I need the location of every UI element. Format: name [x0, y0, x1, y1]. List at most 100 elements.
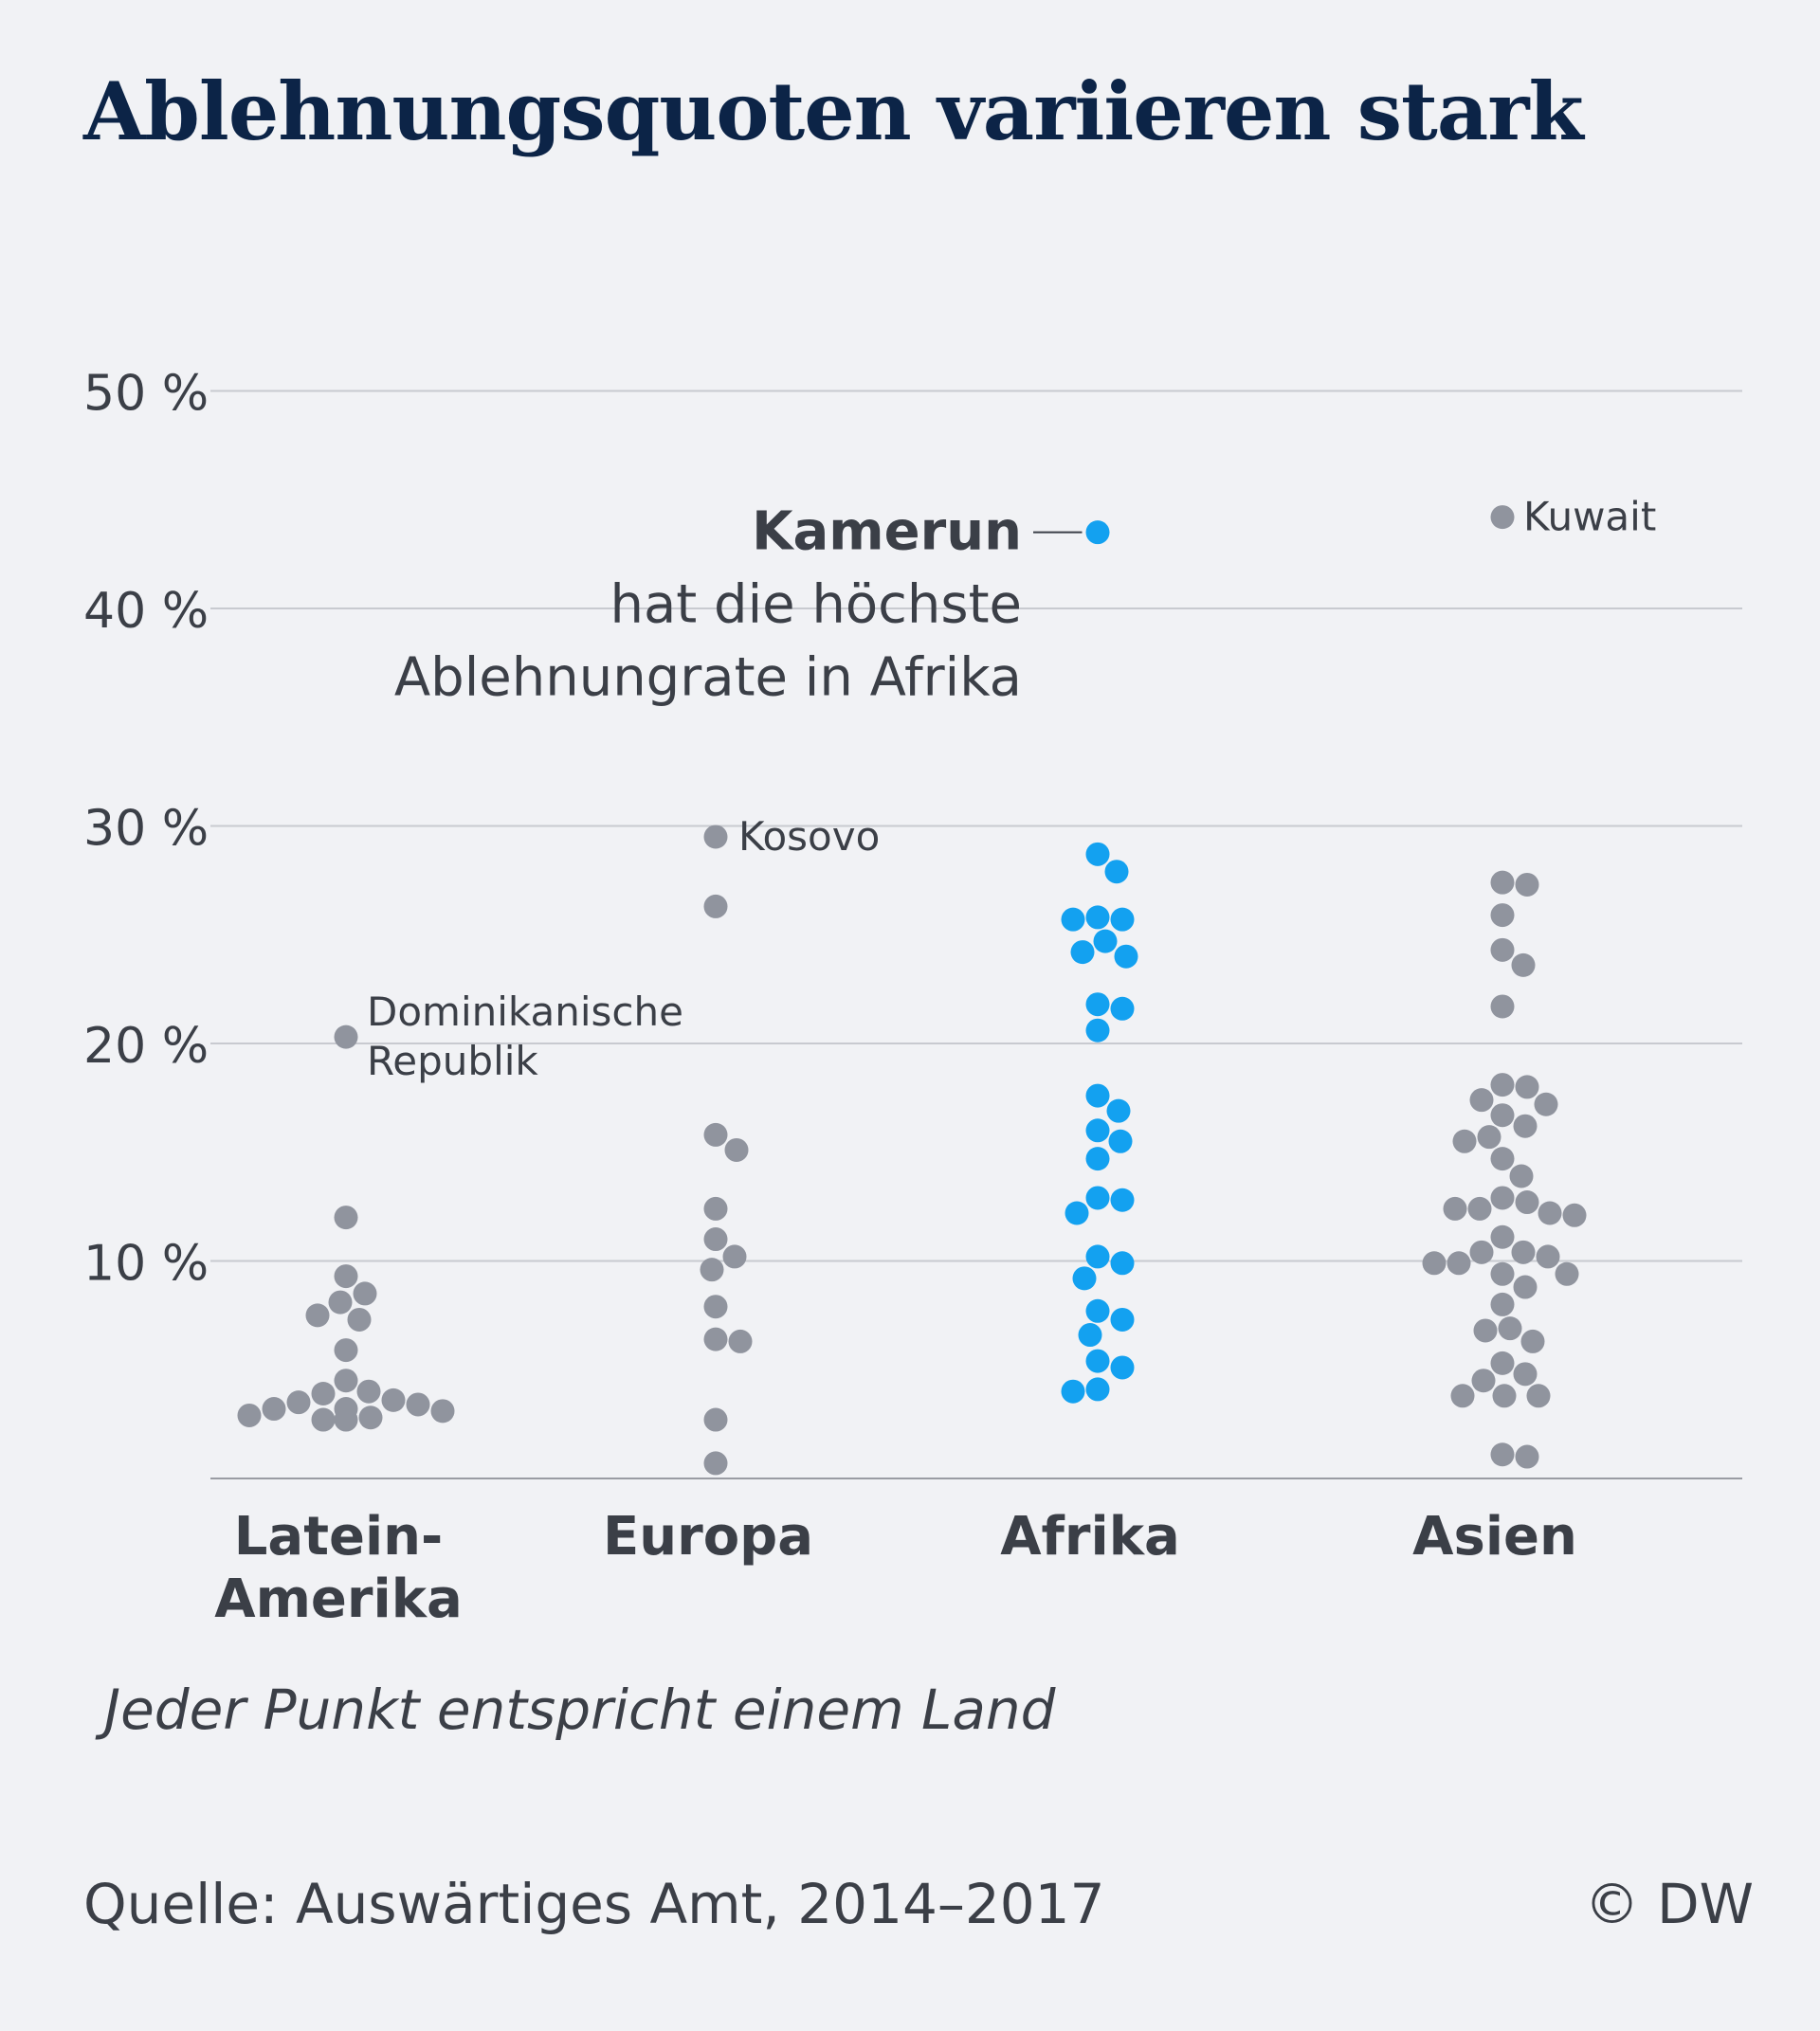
data-point [1085, 1147, 1110, 1171]
data-point [1515, 1075, 1539, 1099]
data-point [728, 1329, 753, 1353]
category-label: Asien [1412, 1506, 1577, 1568]
data-point [1520, 1329, 1545, 1353]
data-point [334, 1338, 358, 1363]
y-tick-label: 20 % [83, 1018, 209, 1075]
data-point [334, 1206, 358, 1230]
data-point [1490, 1224, 1515, 1249]
data-point [1562, 1203, 1587, 1227]
data-point [703, 1122, 728, 1147]
data-point [1108, 1129, 1133, 1153]
data-point [1526, 1384, 1551, 1408]
data-point [1085, 905, 1110, 930]
data-point [1492, 1384, 1517, 1408]
credit-label: © DW [1584, 1872, 1754, 1936]
data-point [1085, 1118, 1110, 1143]
data-point [1511, 1240, 1536, 1264]
y-tick-label: 50 % [83, 366, 209, 423]
data-point [334, 1264, 358, 1289]
data-point [724, 1137, 749, 1162]
data-point [1110, 1251, 1135, 1276]
chart-title: Ablehnungsquoten variieren stark [83, 64, 1584, 158]
data-point [353, 1281, 377, 1306]
data-point [237, 1403, 262, 1427]
grid-lines [210, 390, 1742, 1479]
y-tick-label: 30 % [83, 801, 209, 858]
data-point [1473, 1318, 1498, 1343]
data-point [1490, 1073, 1515, 1097]
data-point [1515, 1444, 1539, 1469]
data-point [1515, 1190, 1539, 1215]
data-point [334, 1407, 358, 1432]
data-point [286, 1390, 311, 1415]
chart-note: Jeder Punkt entspricht einem Land [104, 1677, 1056, 1742]
data-point [1490, 870, 1515, 895]
data-point [703, 1407, 728, 1432]
data-point [700, 1258, 724, 1282]
data-point [1490, 937, 1515, 962]
data-point [1490, 1147, 1515, 1171]
data-point [328, 1290, 353, 1315]
data-point [356, 1379, 381, 1404]
data-point [1110, 1307, 1135, 1332]
data-point [1070, 940, 1095, 965]
annotation-kamerun-line2: hat die höchste [610, 574, 1022, 636]
data-point [703, 1451, 728, 1476]
data-point [1085, 1244, 1110, 1269]
data-point [1452, 1129, 1477, 1153]
data-point [1085, 1349, 1110, 1373]
data-point [1498, 1316, 1522, 1341]
data-point [1513, 1114, 1538, 1138]
data-point [1061, 1379, 1085, 1404]
data-point [1555, 1261, 1579, 1286]
data-point [1085, 1298, 1110, 1323]
data-point [703, 1327, 728, 1351]
data-point [1469, 1240, 1494, 1264]
data-point [1110, 907, 1135, 932]
data-point [347, 1307, 372, 1332]
data-point [1538, 1201, 1562, 1225]
data-point [1513, 1275, 1538, 1299]
data-point [1106, 1098, 1131, 1123]
data-point [1085, 1186, 1110, 1210]
data-point [1447, 1251, 1471, 1276]
data-point [1469, 1088, 1494, 1113]
data-point [703, 894, 728, 918]
data-point [703, 1227, 728, 1252]
data-point [334, 1369, 358, 1393]
annotation-kuwait: Kuwait [1523, 494, 1656, 540]
data-point [1110, 1188, 1135, 1212]
data-point [1072, 1266, 1097, 1291]
data-point [1110, 996, 1135, 1021]
data-point [381, 1387, 406, 1412]
data-point [1085, 992, 1110, 1017]
category-label: Latein-Amerika [214, 1506, 463, 1630]
data-point [1515, 872, 1539, 897]
data-point [1065, 1201, 1089, 1225]
annotation-dominikanische-republik: Dominikanische Republik [367, 988, 683, 1084]
data-point [1085, 842, 1110, 866]
annotations: Dominikanische Republik Kosovo Kuwait Kameru… [367, 494, 1656, 1085]
data-point [1511, 952, 1536, 977]
source-label: Quelle: Auswärtiges Amt, 2014–2017 [83, 1872, 1105, 1936]
data-point [262, 1397, 286, 1422]
data-point [1085, 1018, 1110, 1043]
data-point [722, 1244, 747, 1269]
annotation-kosovo: Kosovo [738, 813, 880, 860]
data-point [1477, 1125, 1502, 1150]
data-point [1490, 994, 1515, 1019]
data-point [1490, 1261, 1515, 1286]
y-tick-label: 10 % [83, 1236, 209, 1293]
data-point [1085, 520, 1110, 545]
data-point [1509, 1164, 1534, 1188]
data-point [430, 1399, 455, 1424]
data-point [1490, 1351, 1515, 1375]
data-point [1467, 1196, 1492, 1221]
data-point [1085, 1083, 1110, 1108]
beeswarm-chart: 10 % 20 % 30 % 40 % 50 % Latein-Amerika Europ… [83, 366, 1742, 1630]
annotation-kamerun-title: Kamerun [752, 501, 1022, 563]
data-point [1490, 1186, 1515, 1210]
data-point [1443, 1196, 1467, 1221]
data-point [1490, 903, 1515, 928]
annotation-kamerun-line3: Ablehnungrate in Afrika [394, 647, 1022, 709]
